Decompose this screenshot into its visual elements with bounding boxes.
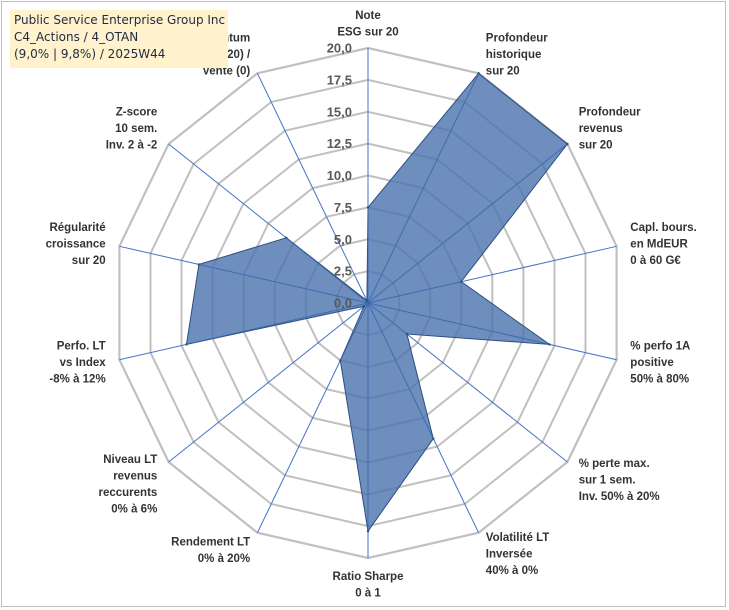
axis-label: Ratio Sharpe 0 à 1: [333, 571, 404, 600]
data-point: [477, 72, 480, 75]
data-point: [432, 437, 435, 440]
axis-label: Régularité croissance sur 20: [46, 222, 106, 267]
tick-label: 17,5: [327, 72, 352, 87]
tick-layer: 0,0 2,5 5,0 7,5 10,0 12,5 15,0 17,5 20,0: [327, 41, 352, 311]
series-layer: [185, 72, 569, 533]
data-point: [365, 299, 369, 302]
axis-label: Profondeur revenus sur 20: [579, 106, 641, 151]
axis-spoke-inner: [367, 143, 568, 304]
axis-spoke-inner: [367, 302, 408, 335]
title-performance: (9,0% | 9,8%) / 2025W44: [14, 47, 166, 61]
data-point: [366, 206, 370, 209]
axis-label: Capl. bours. en MdEUR 0 à 60 G€: [630, 222, 696, 267]
tick-label: 7,5: [334, 200, 352, 215]
axis-spoke-inner: [339, 302, 369, 361]
series-area: [185, 72, 569, 533]
data-point: [405, 332, 409, 336]
axis-label: Note ESG sur 20: [337, 10, 398, 39]
axis-spoke-inner: [367, 302, 434, 439]
axis-label: Rendement LT 0% à 20%: [171, 536, 250, 565]
data-point: [366, 530, 370, 533]
axis-label-layer: Note ESG sur 20 Profondeur historique sur 20…: [46, 10, 697, 600]
axis-label: Profondeur historique sur 20: [486, 32, 548, 77]
axis-spoke-inner: [186, 302, 369, 345]
title-company: Public Service Enterprise Group Inc: [14, 13, 226, 27]
title-category: C4_Actions / 4_OTAN: [14, 30, 139, 44]
axis-label: % perfo 1A positive 50% à 80%: [630, 341, 690, 386]
tick-label: 2,5: [334, 264, 352, 279]
axis-label: Z-score 10 sem. Inv. 2 à -2: [106, 106, 158, 151]
axis-spoke-inner: [198, 264, 369, 304]
tick-label: 15,0: [327, 104, 352, 119]
axis-label: Niveau LT revenus reccurents 0% à 6%: [98, 454, 157, 516]
tick-label: 5,0: [334, 232, 352, 247]
data-point: [460, 280, 463, 283]
data-point: [285, 236, 288, 239]
data-point: [185, 343, 188, 346]
data-point: [548, 343, 551, 346]
axis-spoke-inner: [367, 281, 462, 304]
axis-spoke-inner: [367, 302, 550, 345]
data-point: [566, 142, 569, 146]
tick-label: 0,0: [334, 296, 352, 311]
tick-label: 10,0: [327, 168, 352, 183]
axis-spoke-inner: [367, 73, 479, 304]
tick-label: 12,5: [327, 136, 352, 151]
axis-spoke-inner: [286, 237, 369, 304]
data-point: [362, 305, 366, 308]
tick-label: 20,0: [327, 41, 352, 56]
axis-spoke: [256, 73, 369, 304]
axis-label: Volatilité LT Inversée 40% à 0%: [486, 532, 549, 577]
axis-label: % perte max. sur 1 sem. Inv. 50% à 20%: [579, 458, 660, 503]
axis-spoke: [168, 302, 369, 463]
title-box: Public Service Enterprise Group Inc C4_A…: [10, 10, 228, 68]
data-point: [339, 359, 342, 362]
axis-label: Perfo. LT vs Index -8% à 12%: [49, 341, 106, 386]
data-point: [197, 263, 201, 266]
